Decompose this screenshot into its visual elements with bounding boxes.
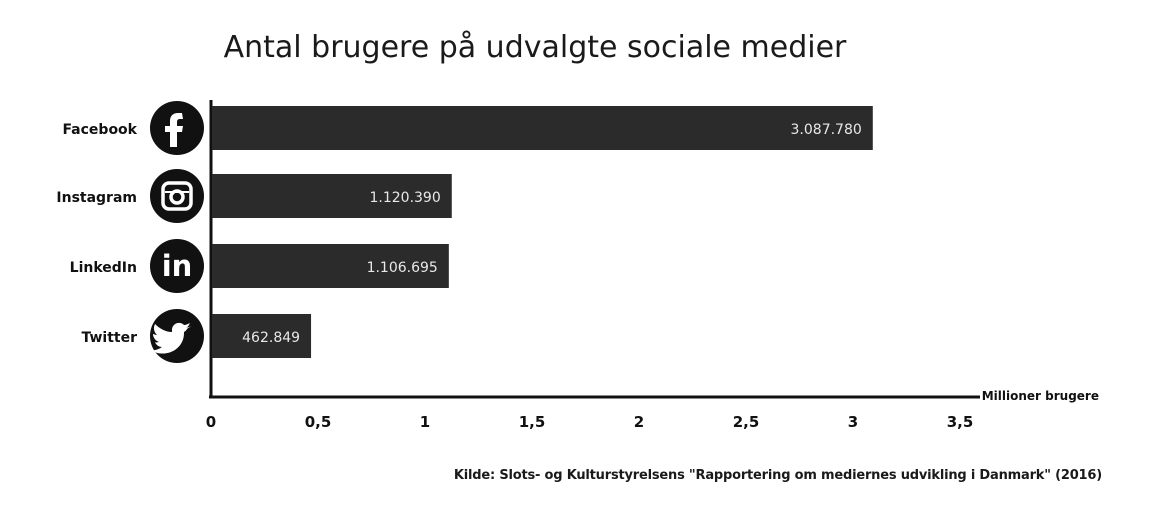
bar-instagram [212, 174, 452, 218]
facebook-glyph [165, 113, 183, 147]
category-label: Twitter [81, 330, 137, 346]
chart-title: Antal brugere på udvalgte sociale medier [223, 30, 847, 65]
x-tick-label: 0 [206, 413, 216, 431]
x-tick-label: 1 [420, 413, 430, 431]
x-tick-label: 3 [848, 413, 858, 431]
category-label: Instagram [56, 190, 137, 206]
twitter-glyph [150, 322, 192, 354]
x-tick-label: 2,5 [733, 413, 760, 431]
x-axis-label: Millioner brugere [982, 389, 1099, 403]
x-tick-label: 3,5 [947, 413, 974, 431]
bar-linkedin [212, 244, 449, 288]
x-tick-label: 0,5 [305, 413, 332, 431]
linkedin-glyph: in [162, 249, 193, 283]
category-label: LinkedIn [70, 260, 137, 276]
linkedin-icon [150, 239, 204, 293]
bar-facebook [212, 106, 873, 150]
category-label: Facebook [62, 122, 137, 138]
value-label: 3.087.780 [791, 122, 862, 138]
bar-twitter [212, 314, 312, 358]
x-tick-label: 2 [634, 413, 644, 431]
instagram-glyph-frame [161, 181, 193, 211]
value-label: 462.849 [242, 330, 300, 346]
x-tick-label: 1,5 [519, 413, 546, 431]
source-note: Kilde: Slots- og Kulturstyrelsens "Rappo… [453, 468, 1102, 483]
value-label: 1.106.695 [367, 260, 438, 276]
instagram-icon [150, 169, 204, 223]
value-label: 1.120.390 [369, 190, 440, 206]
